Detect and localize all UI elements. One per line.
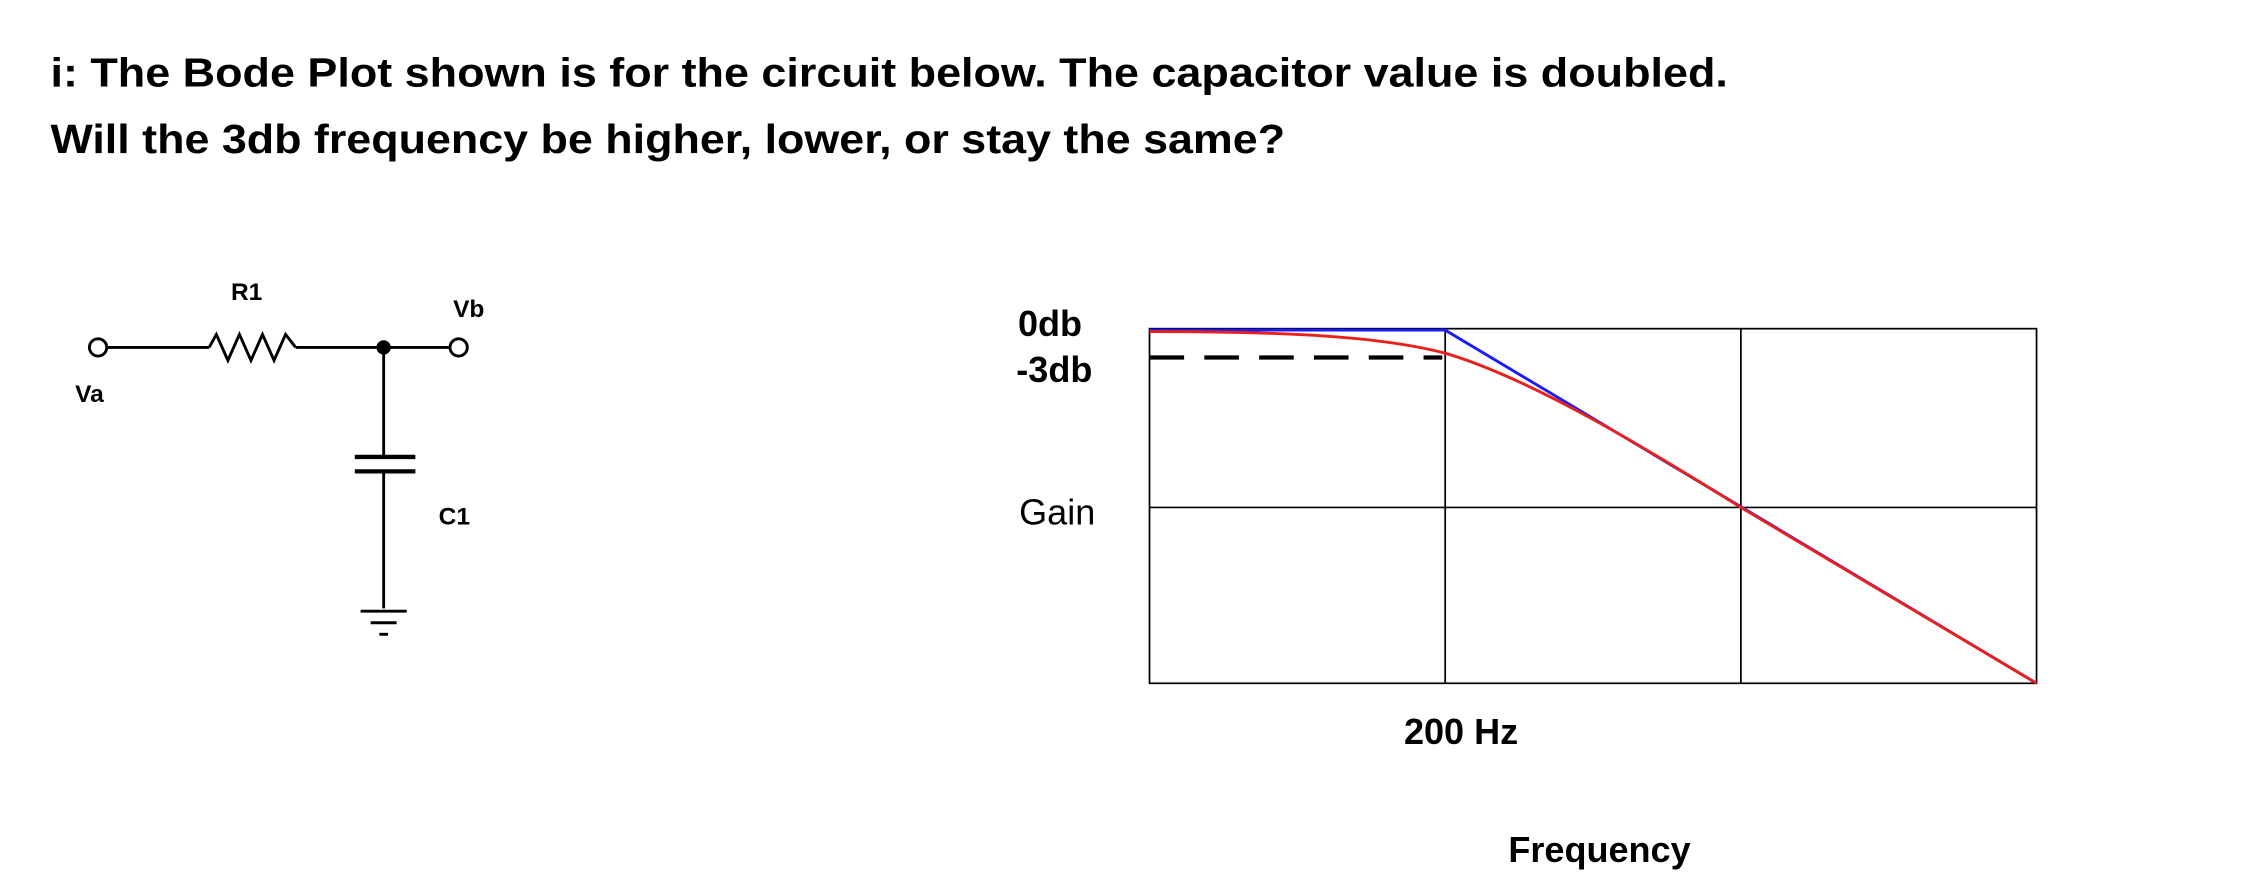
- question-line: i: The Bode Plot shown is for the circui…: [50, 50, 1727, 96]
- bode-plot: [1148, 327, 2038, 685]
- x-label: 200 Hz: [1404, 711, 1518, 752]
- circuit-label: R1: [231, 279, 262, 306]
- x-axis-label: Frequency: [1508, 829, 1690, 870]
- terminal: [448, 337, 469, 358]
- y-label: -3db: [1016, 349, 1092, 390]
- response-curve: [1149, 330, 2038, 685]
- terminal: [87, 337, 109, 358]
- y-label: 0db: [1018, 303, 1082, 344]
- circuit: [87, 330, 469, 636]
- circuit-label: Vb: [453, 296, 484, 323]
- circuit-label: Va: [75, 381, 104, 408]
- resistor: [207, 330, 297, 364]
- question-line: Will the 3db frequency be higher, lower,…: [50, 116, 1285, 162]
- plot-frame: [1148, 327, 2038, 685]
- y-axis-label: Gain: [1019, 492, 1095, 533]
- circuit-label: C1: [439, 504, 470, 531]
